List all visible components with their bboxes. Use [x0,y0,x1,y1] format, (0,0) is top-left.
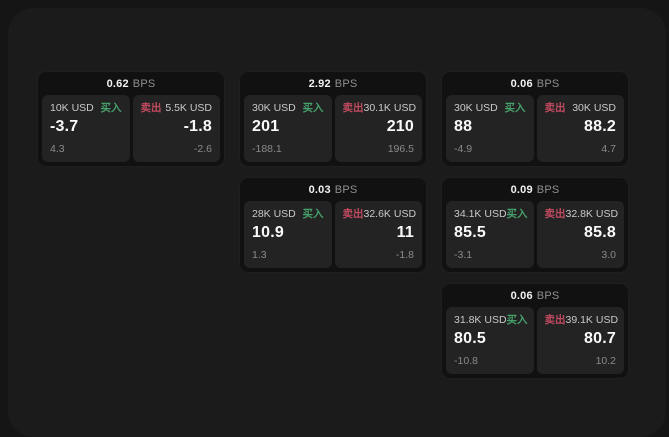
sell-size: 32.8K USD [565,208,619,220]
sell-label: 卖出 [544,208,566,220]
sell-label: 卖出 [140,102,162,114]
sell-size: 30.1K USD [363,102,417,114]
sell-size: 32.6K USD [363,208,417,220]
bps-unit: BPS [132,77,156,90]
buy-price: 80.5 [454,330,486,347]
quote-card: 0.09 BPS 34.1K USD 买入 85.5 -3.1 卖出 [442,178,628,272]
sell-label: 卖出 [342,102,364,114]
card-body: 10K USD 买入 -3.7 4.3 卖出 5.5K USD -1.8 -2.… [38,95,224,166]
buy-panel[interactable]: 30K USD 买入 88 -4.9 [446,95,534,162]
sell-size: 5.5K USD [165,102,212,114]
sell-price: 88.2 [584,118,616,135]
buy-size: 10K USD [50,102,94,114]
buy-size: 31.8K USD [454,314,507,326]
bps-unit: BPS [536,183,560,196]
sell-panel[interactable]: 卖出 30.1K USD 210 196.5 [334,95,422,162]
bps-value: 0.06 [510,77,533,90]
buy-panel[interactable]: 10K USD 买入 -3.7 4.3 [42,95,130,162]
card-body: 28K USD 买入 10.9 1.3 卖出 32.6K USD 11 -1.8 [240,201,426,272]
buy-label: 买入 [506,208,528,220]
buy-panel[interactable]: 34.1K USD 买入 85.5 -3.1 [446,201,534,268]
quote-card: 2.92 BPS 30K USD 买入 201 -188.1 卖出 [240,72,426,166]
sell-panel[interactable]: 卖出 39.1K USD 80.7 10.2 [536,307,624,374]
sell-size: 39.1K USD [565,314,619,326]
buy-price: 10.9 [252,224,284,241]
buy-change: 1.3 [252,249,267,261]
sell-change: 196.5 [387,143,414,155]
sell-size: 30K USD [572,102,616,114]
buy-size: 30K USD [454,102,498,114]
bps-value: 0.09 [510,183,533,196]
bps-unit: BPS [334,183,358,196]
sell-change: -1.8 [395,249,414,261]
bps-header: 0.03 BPS [240,178,426,201]
sell-panel[interactable]: 卖出 5.5K USD -1.8 -2.6 [132,95,220,162]
card-body: 30K USD 买入 88 -4.9 卖出 30K USD 88.2 4.7 [442,95,628,166]
bps-value: 2.92 [308,77,331,90]
quote-card: 0.06 BPS 31.8K USD 买入 80.5 -10.8 卖 [442,284,628,378]
buy-size: 34.1K USD [454,208,507,220]
buy-label: 买入 [504,102,526,114]
buy-panel[interactable]: 30K USD 买入 201 -188.1 [244,95,332,162]
sell-change: 4.7 [601,143,616,155]
sell-price: -1.8 [183,118,212,135]
card-body: 31.8K USD 买入 80.5 -10.8 卖出 39.1K USD 80.… [442,307,628,378]
buy-change: -188.1 [252,143,282,155]
buy-change: -3.1 [454,249,473,261]
buy-size: 28K USD [252,208,296,220]
buy-label: 买入 [100,102,122,114]
buy-panel[interactable]: 28K USD 买入 10.9 1.3 [244,201,332,268]
bps-header: 0.62 BPS [38,72,224,95]
bps-header: 0.06 BPS [442,284,628,307]
quote-card: 0.62 BPS 10K USD 买入 -3.7 4.3 卖出 [38,72,224,166]
buy-size: 30K USD [252,102,296,114]
quote-card: 0.03 BPS 28K USD 买入 10.9 1.3 卖出 [240,178,426,272]
bps-value: 0.62 [106,77,129,90]
quote-card: 0.06 BPS 30K USD 买入 88 -4.9 卖出 [442,72,628,166]
quote-cards-grid: 0.62 BPS 10K USD 买入 -3.7 4.3 卖出 [38,72,628,378]
sell-price: 11 [396,224,414,241]
sell-panel[interactable]: 卖出 32.8K USD 85.8 3.0 [536,201,624,268]
sell-panel[interactable]: 卖出 30K USD 88.2 4.7 [536,95,624,162]
bps-unit: BPS [536,289,560,302]
buy-price: 201 [252,118,280,135]
bps-unit: BPS [334,77,358,90]
buy-price: -3.7 [50,118,79,135]
sell-change: -2.6 [193,143,212,155]
buy-change: 4.3 [50,143,65,155]
card-body: 34.1K USD 买入 85.5 -3.1 卖出 32.8K USD 85.8… [442,201,628,272]
sell-label: 卖出 [342,208,364,220]
sell-price: 85.8 [584,224,616,241]
buy-panel[interactable]: 31.8K USD 买入 80.5 -10.8 [446,307,534,374]
card-body: 30K USD 买入 201 -188.1 卖出 30.1K USD 210 1… [240,95,426,166]
bps-header: 2.92 BPS [240,72,426,95]
buy-change: -4.9 [454,143,473,155]
sell-price: 80.7 [584,330,616,347]
sell-price: 210 [386,118,414,135]
buy-price: 85.5 [454,224,486,241]
buy-label: 买入 [506,314,528,326]
quotes-panel: 0.62 BPS 10K USD 买入 -3.7 4.3 卖出 [8,8,666,437]
bps-value: 0.06 [510,289,533,302]
sell-label: 卖出 [544,102,566,114]
bps-value: 0.03 [308,183,331,196]
buy-change: -10.8 [454,355,478,367]
bps-unit: BPS [536,77,560,90]
sell-change: 10.2 [595,355,616,367]
buy-label: 买入 [302,102,324,114]
buy-price: 88 [454,118,473,135]
sell-label: 卖出 [544,314,566,326]
bps-header: 0.09 BPS [442,178,628,201]
bps-header: 0.06 BPS [442,72,628,95]
sell-panel[interactable]: 卖出 32.6K USD 11 -1.8 [334,201,422,268]
sell-change: 3.0 [601,249,616,261]
buy-label: 买入 [302,208,324,220]
